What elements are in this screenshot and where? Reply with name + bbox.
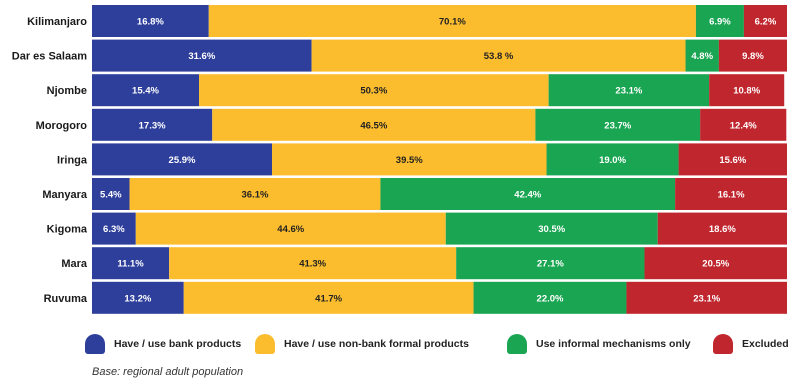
bar-segment <box>92 178 130 210</box>
bar-segment <box>626 281 788 314</box>
data-label: 22.0% <box>537 293 564 304</box>
data-label: 6.2% <box>755 17 777 28</box>
category-label: Morogoro <box>36 120 88 132</box>
legend-swatch-excluded <box>713 334 733 354</box>
category-label: Ruvuma <box>44 293 88 305</box>
data-label: 11.1% <box>117 259 144 270</box>
data-label: 23.1% <box>615 86 642 97</box>
data-label: 39.5% <box>396 155 423 166</box>
bar-segment <box>169 247 457 280</box>
bar-segment <box>208 5 696 37</box>
data-label: 53.8 % <box>484 51 514 62</box>
data-label: 23.7% <box>604 120 631 131</box>
bar-segment <box>445 212 658 245</box>
bar-segment <box>456 247 645 280</box>
data-label: 42.4% <box>514 190 541 201</box>
category-label: Iringa <box>57 154 88 166</box>
data-label: 9.8% <box>742 51 764 62</box>
bar-segment <box>473 281 627 314</box>
data-label: 6.3% <box>103 224 125 235</box>
bar-segment <box>685 39 719 72</box>
legend-label-nonbank: Have / use non-bank formal products <box>284 338 469 350</box>
data-label: 15.4% <box>132 86 159 97</box>
data-label: 13.2% <box>124 293 151 304</box>
data-label: 50.3% <box>360 86 387 97</box>
legend-item-informal: Use informal mechanisms only <box>507 334 691 354</box>
data-label: 44.6% <box>277 224 304 235</box>
category-label: Manyara <box>42 189 88 201</box>
bar-segment <box>718 39 787 72</box>
bar-segment <box>548 74 710 107</box>
legend-swatch-nonbank <box>255 334 275 354</box>
bar-segment <box>675 178 788 210</box>
bar-segment <box>92 212 136 245</box>
data-label: 27.1% <box>537 259 564 270</box>
bar-segment <box>272 143 547 176</box>
data-label: 10.8% <box>733 86 760 97</box>
chart-legend: Have / use bank products Have / use non-… <box>70 332 790 356</box>
data-label: 30.5% <box>538 224 565 235</box>
bar-segment <box>92 5 209 37</box>
bar-segment <box>92 74 200 107</box>
bar-segment <box>535 108 701 141</box>
bar-segment <box>199 74 549 107</box>
data-label: 16.8% <box>137 17 164 28</box>
bar-segment <box>183 281 474 314</box>
bar-segment <box>380 178 676 210</box>
data-label: 15.6% <box>719 155 746 166</box>
bar-segment <box>212 108 536 141</box>
data-label: 41.3% <box>299 259 326 270</box>
bar-segment <box>311 39 686 72</box>
category-label: Njombe <box>47 85 87 97</box>
bar-segment <box>644 247 787 280</box>
legend-swatch-informal <box>507 334 527 354</box>
data-label: 12.4% <box>730 120 757 131</box>
bar-segment <box>92 108 213 141</box>
bar-segment <box>135 212 446 245</box>
data-label: 36.1% <box>242 190 269 201</box>
bar-segment <box>92 39 312 72</box>
legend-swatch-bank <box>85 334 105 354</box>
category-label: Kigoma <box>47 224 88 236</box>
data-label: 19.0% <box>599 155 626 166</box>
data-label: 23.1% <box>693 293 720 304</box>
data-label: 25.9% <box>169 155 196 166</box>
legend-label-informal: Use informal mechanisms only <box>536 338 691 350</box>
bar-segment <box>92 247 170 280</box>
data-label: 5.4% <box>100 190 122 201</box>
legend-item-excluded: Excluded <box>713 334 789 354</box>
bar-segment <box>657 212 787 245</box>
data-label: 46.5% <box>360 120 387 131</box>
legend-label-excluded: Excluded <box>742 338 789 350</box>
data-label: 17.3% <box>139 120 166 131</box>
bar-segment <box>678 143 787 176</box>
base-footnote: Base: regional adult population <box>92 366 244 378</box>
data-label: 70.1% <box>439 17 466 28</box>
data-label: 6.9% <box>709 17 731 28</box>
data-label: 31.6% <box>188 51 215 62</box>
bar-segment <box>92 143 272 176</box>
category-label: Mara <box>61 258 88 270</box>
bar-segment <box>695 5 744 37</box>
category-label: Dar es Salaam <box>12 51 87 63</box>
data-label: 18.6% <box>709 224 736 235</box>
bar-segment <box>743 5 787 37</box>
legend-item-nonbank: Have / use non-bank formal products <box>255 334 469 354</box>
data-label: 4.8% <box>691 51 713 62</box>
data-label: 16.1% <box>718 190 745 201</box>
category-label: Kilimanjaro <box>27 16 87 28</box>
bar-segment <box>700 108 787 141</box>
bar-segment <box>129 178 381 210</box>
legend-item-bank: Have / use bank products <box>85 334 241 354</box>
data-label: 20.5% <box>702 259 729 270</box>
legend-label-bank: Have / use bank products <box>114 338 242 350</box>
stacked-bar-chart: Kilimanjaro 16.8% 70.1% 6.9% 6.2% Dar es Sala… <box>12 5 788 314</box>
bar-segment <box>92 281 184 314</box>
bar-segment <box>709 74 785 107</box>
bar-segment <box>546 143 679 176</box>
data-label: 41.7% <box>315 293 342 304</box>
